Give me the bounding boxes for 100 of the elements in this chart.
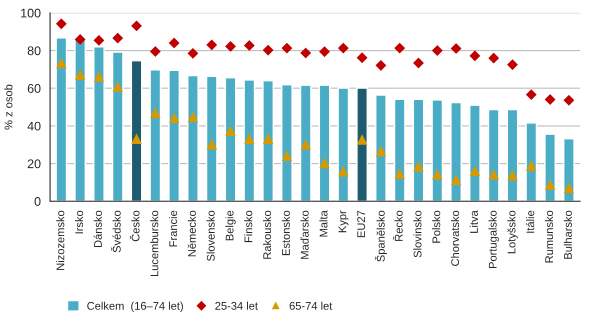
bar <box>262 80 274 202</box>
x-tick-label: Finsko <box>244 210 252 242</box>
bar <box>469 104 481 202</box>
point <box>488 170 499 180</box>
legend-label: 25-34 let <box>215 302 258 310</box>
bar <box>243 79 256 202</box>
x-tick-label: Kypr <box>338 210 348 232</box>
point <box>94 35 104 46</box>
point <box>526 90 536 100</box>
x-tick-label: Portugalsko <box>488 210 499 268</box>
x-tick-label: Bulharsko <box>564 210 572 259</box>
point <box>320 158 330 168</box>
point <box>75 34 86 45</box>
x-tick-label: Estonsko <box>282 210 290 256</box>
x-tick-label: Rakousko <box>262 210 272 259</box>
bar <box>356 87 368 202</box>
point <box>132 134 142 144</box>
y-tick-label: 60 <box>28 84 41 93</box>
bar <box>206 76 218 202</box>
point <box>451 175 461 185</box>
bar <box>412 98 424 202</box>
x-tick-label: Litva <box>470 210 478 233</box>
point <box>488 52 499 64</box>
point <box>282 151 292 161</box>
point <box>226 126 236 136</box>
x-tick-label: Lotyšsko <box>507 210 518 254</box>
bar <box>93 46 105 202</box>
point <box>470 166 480 176</box>
point <box>394 42 405 54</box>
point <box>414 162 424 172</box>
point <box>244 134 254 144</box>
x-tick-label: EU27 <box>357 210 366 238</box>
point <box>507 60 518 70</box>
point <box>564 183 574 194</box>
point <box>112 33 123 44</box>
x-tick-label: Česko <box>130 210 140 242</box>
bar <box>506 108 518 202</box>
bar <box>375 94 387 202</box>
point <box>225 41 236 52</box>
point <box>300 140 311 150</box>
point <box>508 170 518 180</box>
point <box>188 48 198 58</box>
bar <box>318 84 330 202</box>
bar <box>224 76 236 202</box>
point <box>544 94 556 105</box>
point <box>169 38 180 48</box>
x-tick-label: Nizozemsko <box>56 210 64 270</box>
point <box>169 113 179 124</box>
y-tick-label: 0 <box>34 197 41 206</box>
point <box>131 20 142 31</box>
x-tick-label: Francie <box>168 210 178 246</box>
x-tick-label: Rumunsko <box>544 210 554 262</box>
point <box>376 146 386 156</box>
bar <box>431 99 444 202</box>
point <box>188 112 198 122</box>
bar <box>281 84 293 202</box>
x-tick-label: Řecko <box>392 210 403 241</box>
point <box>244 40 254 51</box>
bar <box>149 69 162 202</box>
point <box>150 46 160 57</box>
point <box>564 95 574 106</box>
x-tick-label: Malta <box>319 210 328 237</box>
bar <box>130 60 142 202</box>
x-tick-label: Německo <box>188 210 196 256</box>
x-tick-label: Chorvatsko <box>450 210 460 266</box>
x-tick-label: Lucembursko <box>150 210 158 276</box>
point <box>206 140 217 150</box>
point <box>150 108 160 118</box>
bar <box>74 38 86 202</box>
point <box>376 60 386 71</box>
point <box>338 166 348 177</box>
x-tick-label: Itálie <box>526 210 534 233</box>
point <box>394 169 405 179</box>
point <box>319 46 330 57</box>
bar <box>300 84 312 202</box>
x-tick-label: Švédsko <box>110 210 121 252</box>
bar <box>525 122 538 202</box>
point <box>356 52 368 63</box>
x-tick-label: Polsko <box>432 210 440 243</box>
point <box>545 180 555 190</box>
point <box>263 45 274 56</box>
y-tick-label: 80 <box>28 46 41 56</box>
bar <box>55 37 68 202</box>
y-tick-label: 40 <box>27 122 41 131</box>
x-tick-label: Irsko <box>74 210 84 234</box>
point <box>413 58 424 68</box>
bar <box>168 70 180 202</box>
point <box>470 50 480 61</box>
point <box>56 18 66 29</box>
y-axis-title: % z osob <box>4 84 12 130</box>
y-tick-label: 100 <box>21 8 41 18</box>
bar <box>563 138 575 202</box>
bar <box>394 98 406 202</box>
point <box>450 43 462 54</box>
bar <box>337 87 350 202</box>
x-tick-label: Slovensko <box>206 210 215 262</box>
bar <box>112 51 124 202</box>
point <box>263 134 273 144</box>
x-tick-label: Španělsko <box>374 210 387 262</box>
point <box>357 134 367 145</box>
